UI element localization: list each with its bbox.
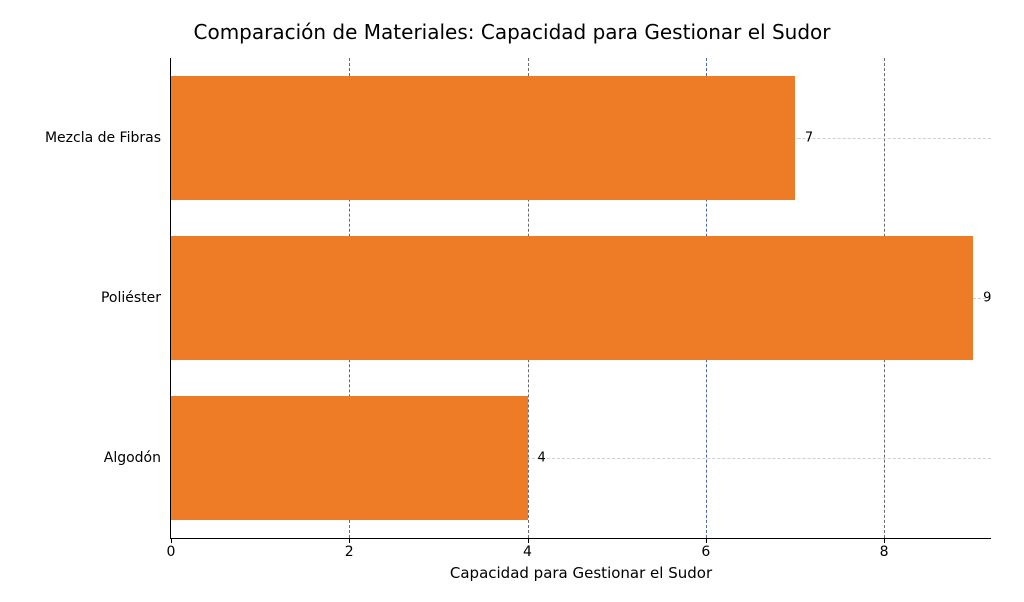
plot-area: Capacidad para Gestionar el Sudor 024684… [170, 58, 991, 539]
bar [171, 396, 528, 521]
x-tick-mark [706, 538, 707, 543]
x-tick-label: 0 [167, 544, 176, 560]
x-tick-label: 4 [523, 544, 532, 560]
y-tick-label: Mezcla de Fibras [45, 130, 161, 146]
x-tick-mark [884, 538, 885, 543]
x-tick-mark [171, 538, 172, 543]
x-tick-label: 2 [345, 544, 354, 560]
chart-title: Comparación de Materiales: Capacidad par… [20, 20, 1004, 44]
bar-value-label: 7 [805, 131, 813, 146]
x-tick-label: 6 [701, 544, 710, 560]
x-tick-mark [528, 538, 529, 543]
x-axis-label: Capacidad para Gestionar el Sudor [450, 564, 712, 582]
chart-container: Comparación de Materiales: Capacidad par… [20, 20, 1004, 582]
x-tick-label: 8 [880, 544, 889, 560]
y-tick-label: Poliéster [101, 290, 161, 306]
bar-value-label: 9 [983, 291, 991, 306]
y-tick-label: Algodón [104, 450, 161, 466]
x-tick-mark [349, 538, 350, 543]
bar [171, 236, 973, 361]
bar-value-label: 4 [538, 451, 546, 466]
bar [171, 76, 795, 201]
